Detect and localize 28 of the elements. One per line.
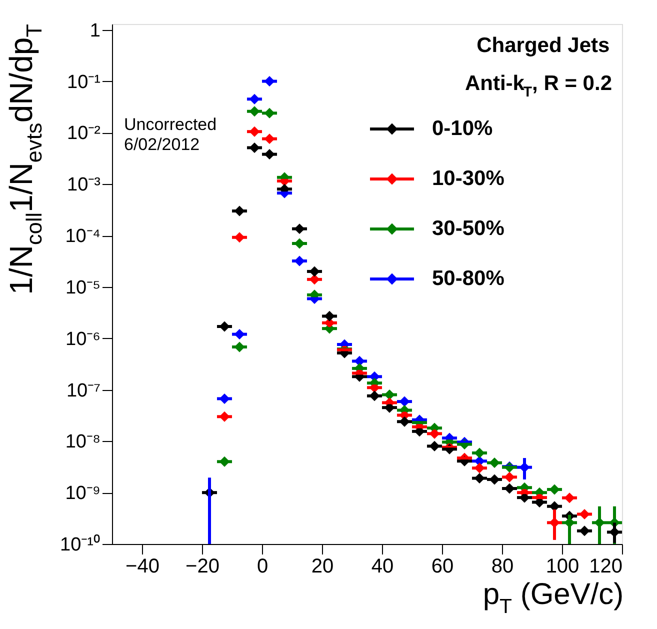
- legend-label: 50-80%: [432, 267, 505, 290]
- y-tick-label: 10⁻¹: [67, 72, 100, 93]
- y-tick-label: 10⁻⁸: [65, 432, 100, 453]
- y-tick-label: 10⁻²: [67, 123, 100, 144]
- y-tick-label: 10⁻¹⁰: [60, 534, 100, 556]
- x-tick-label: −40: [126, 556, 160, 578]
- annotation: Uncorrected: [124, 115, 217, 134]
- x-tick-label: 80: [491, 556, 514, 578]
- x-tick-label: 100: [546, 556, 580, 578]
- annotation: 6/02/2012: [124, 135, 200, 154]
- x-tick-label: 0: [256, 556, 268, 578]
- legend-label: 0-10%: [432, 117, 494, 140]
- annotation: Charged Jets: [476, 34, 610, 57]
- y-tick-label: 10⁻⁶: [66, 328, 100, 350]
- x-tick-label: 120: [589, 556, 622, 578]
- x-tick-label: 20: [311, 556, 334, 578]
- y-tick-label: 10⁻⁷: [66, 380, 101, 402]
- y-tick-label: 10⁻⁵: [65, 277, 100, 298]
- legend-label: 10-30%: [432, 167, 505, 190]
- x-tick-label: 40: [371, 556, 394, 578]
- y-tick-label: 10⁻⁹: [65, 483, 100, 504]
- y-axis-title: 1/Ncoll1/NevtsdN/dpT: [3, 24, 47, 295]
- legend-label: 30-50%: [432, 217, 505, 240]
- y-tick-label: 10⁻⁴: [65, 226, 100, 248]
- y-tick-label: 1: [90, 20, 100, 42]
- x-tick-label: 60: [431, 556, 454, 578]
- x-tick-label: −20: [186, 556, 220, 578]
- y-tick-label: 10⁻³: [67, 174, 100, 196]
